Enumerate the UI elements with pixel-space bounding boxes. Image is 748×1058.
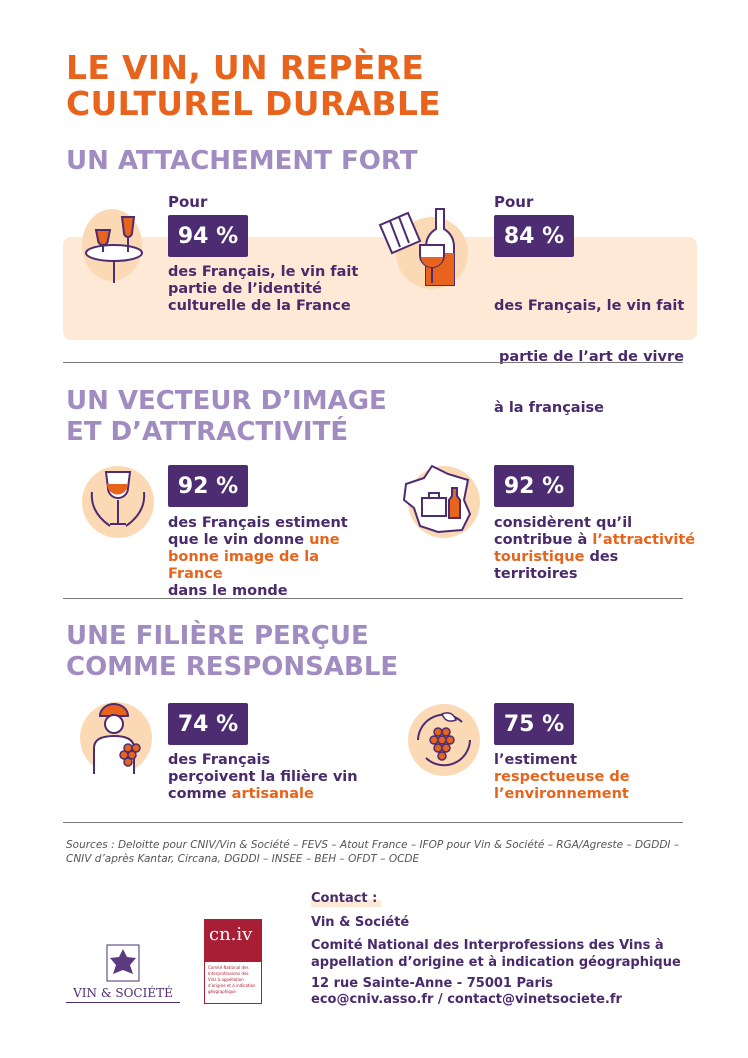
- france-map-icon: [402, 464, 480, 538]
- grapes-cycle-icon: [408, 704, 480, 776]
- stat-prefix: Pour: [494, 193, 534, 211]
- desc-line: des Français, le vin fait: [494, 298, 685, 314]
- divider: [63, 822, 683, 823]
- desc-line: des Français estiment: [168, 515, 348, 531]
- stat-badge: 92 %: [168, 465, 248, 507]
- section-heading-responsible: UNE FILIÈRE PERÇUE COMME RESPONSABLE: [66, 621, 398, 683]
- wine-glass-laurel-icon: [82, 466, 154, 538]
- desc-text: contribue à: [494, 532, 593, 548]
- desc-line: culturelle de la France: [168, 298, 351, 314]
- stat-description: des Français perçoivent la filière vin c…: [168, 752, 378, 803]
- cniv-mark: cn.iv: [205, 920, 261, 962]
- contact-line: appellation d’origine et à indication gé…: [311, 955, 681, 970]
- contact-line: Comité National des Interprofessions des…: [311, 938, 664, 953]
- desc-line: que le vin donne une: [168, 532, 378, 549]
- page-title: LE VIN, UN REPÈRE CULTUREL DURABLE: [66, 50, 441, 122]
- heading-line: COMME RESPONSABLE: [66, 652, 399, 682]
- cniv-subtitle: Comité National des Interprofessions des…: [208, 965, 256, 994]
- title-line-2: CULTUREL DURABLE: [66, 84, 442, 123]
- sources-line: Sources : Deloitte pour CNIV/Vin & Socié…: [66, 839, 680, 851]
- desc-highlight: respectueuse de: [494, 769, 630, 785]
- desc-line: contribue à l’attractivité: [494, 532, 704, 549]
- stat-description: considèrent qu’il contribue à l’attracti…: [494, 515, 704, 583]
- desc-highlight: touristique: [494, 549, 585, 565]
- desc-highlight: l’environnement: [494, 786, 629, 802]
- sources-line: CNIV d’après Kantar, Circana, DGDDI – IN…: [66, 853, 420, 865]
- desc-highlight: une: [309, 532, 340, 548]
- desc-highlight: artisanale: [231, 786, 314, 802]
- divider: [63, 362, 683, 363]
- stat-badge: 92 %: [494, 465, 574, 507]
- desc-line: l’estiment: [494, 752, 578, 768]
- stat-badge: 74 %: [168, 703, 248, 745]
- desc-line: considèrent qu’il: [494, 515, 633, 531]
- section-heading-image: UN VECTEUR D’IMAGE ET D’ATTRACTIVITÉ: [66, 386, 387, 448]
- desc-text: que le vin donne: [168, 532, 310, 548]
- heading-line: ET D’ATTRACTIVITÉ: [66, 417, 349, 447]
- stat-description: des Français estiment que le vin donne u…: [168, 515, 378, 600]
- contact-org: Vin & Société: [311, 915, 410, 930]
- heading-line: UN VECTEUR D’IMAGE: [66, 386, 387, 416]
- contact-emails[interactable]: eco@cniv.asso.fr / contact@vinetsociete.…: [311, 992, 622, 1007]
- desc-line: perçoivent la filière vin: [168, 769, 358, 785]
- winegrower-icon: [80, 702, 152, 774]
- vine-leaf-icon: [106, 944, 140, 982]
- stat-prefix: Pour: [168, 193, 208, 211]
- stat-description: des Français, le vin fait partie de l’ar…: [494, 264, 704, 434]
- stat-description: des Français, le vin fait partie de l’id…: [168, 264, 378, 315]
- desc-highlight: l’attractivité: [592, 532, 696, 548]
- stat-description: l’estiment respectueuse de l’environneme…: [494, 752, 704, 803]
- desc-line: dans le monde: [168, 583, 288, 599]
- section-heading-attachment: UN ATTACHEMENT FORT: [66, 146, 418, 176]
- heading-line: UNE FILIÈRE PERÇUE: [66, 621, 369, 651]
- desc-line: des Français: [168, 752, 271, 768]
- cniv-logo: cn.iv Comité National des Interprofessio…: [204, 919, 262, 1004]
- contact-address: 12 rue Sainte-Anne - 75001 Paris: [311, 976, 554, 991]
- vin-societe-logo: VIN & SOCIÉTÉ: [66, 944, 180, 1003]
- desc-line: touristique des: [494, 549, 704, 566]
- desc-line: comme artisanale: [168, 786, 378, 803]
- title-line-1: LE VIN, UN REPÈRE: [66, 48, 425, 87]
- desc-text: des: [584, 549, 619, 565]
- desc-line: partie de l’identité: [168, 281, 323, 297]
- wine-glasses-table-icon: [82, 209, 143, 283]
- stat-badge: 94 %: [168, 215, 248, 257]
- desc-highlight: bonne image de la France: [168, 549, 320, 582]
- flag-wine-bottle-icon: [378, 208, 468, 289]
- stat-badge: 84 %: [494, 215, 574, 257]
- contact-org-full: Comité National des Interprofessions des…: [311, 937, 681, 971]
- desc-text: comme: [168, 786, 232, 802]
- desc-line: partie de l’art de vivre: [494, 349, 684, 365]
- sources: Sources : Deloitte pour CNIV/Vin & Socié…: [66, 838, 686, 866]
- logo-text: VIN & SOCIÉTÉ: [66, 986, 180, 1003]
- stat-badge: 75 %: [494, 703, 574, 745]
- desc-line: territoires: [494, 566, 578, 582]
- desc-line: à la française: [494, 400, 605, 416]
- divider: [63, 598, 683, 599]
- contact-label: Contact :: [311, 890, 382, 907]
- desc-line: des Français, le vin fait: [168, 264, 359, 280]
